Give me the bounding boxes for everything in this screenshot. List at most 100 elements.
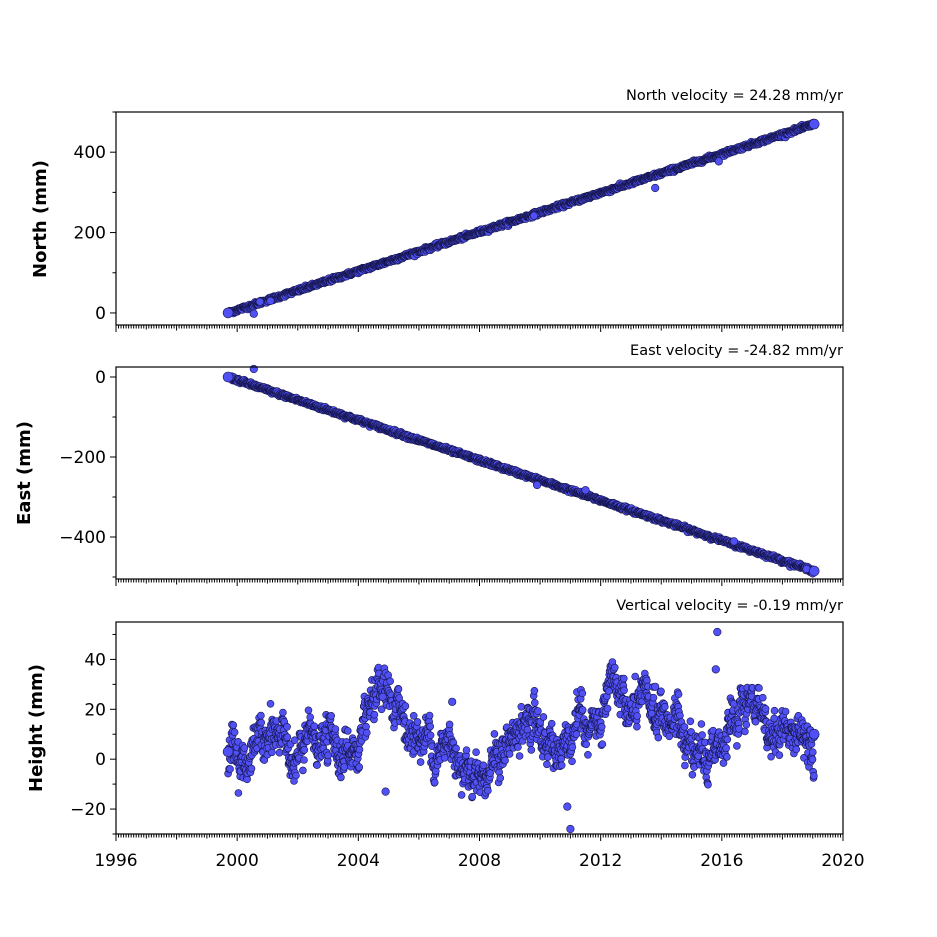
data-point	[515, 752, 524, 760]
data-point	[620, 686, 628, 695]
data-point	[530, 686, 539, 695]
outlier-point	[566, 824, 575, 834]
data-point	[603, 704, 612, 713]
data-point	[722, 744, 731, 752]
data-point	[680, 723, 689, 731]
data-point	[234, 789, 243, 797]
height-points	[222, 627, 820, 834]
data-point	[517, 702, 526, 711]
north-y-axis: 0 200 400	[74, 111, 116, 324]
outlier-point	[378, 692, 387, 701]
endpoint-point	[222, 746, 234, 758]
north-points	[222, 118, 820, 319]
data-point	[445, 720, 454, 729]
data-point	[719, 759, 728, 767]
y-tick-label: 20	[84, 700, 106, 720]
x-tick-label: 2012	[579, 851, 622, 871]
panel-east: East velocity = -24.82 mm/yr East (mm) −…	[14, 343, 844, 586]
data-point	[290, 736, 299, 745]
data-point	[240, 744, 249, 752]
outlier-point	[381, 787, 390, 796]
data-point	[633, 712, 642, 720]
data-point	[472, 748, 480, 757]
data-point	[283, 722, 291, 731]
data-point	[584, 750, 592, 759]
data-point	[810, 772, 818, 780]
data-point	[386, 677, 395, 686]
y-tick-label: 0	[95, 368, 106, 388]
data-point	[324, 751, 332, 760]
data-point	[792, 745, 801, 754]
data-point	[597, 722, 606, 731]
panel-north: North velocity = 24.28 mm/yr North (mm) …	[30, 88, 844, 332]
endpoint-point	[808, 728, 820, 740]
data-point	[486, 769, 495, 777]
data-point	[770, 714, 779, 723]
data-point	[698, 731, 706, 739]
data-point	[268, 748, 276, 757]
y-tick-label: 40	[84, 650, 106, 670]
outlier-point	[711, 665, 720, 674]
data-point	[598, 740, 607, 749]
data-point	[578, 706, 587, 714]
data-point	[808, 755, 817, 764]
data-point	[741, 727, 749, 736]
data-point	[462, 746, 471, 755]
data-point	[660, 702, 669, 711]
data-point	[688, 770, 697, 779]
endpoint-point	[222, 371, 234, 383]
data-point	[496, 774, 505, 782]
data-point	[425, 711, 434, 720]
data-point	[578, 689, 587, 698]
data-point	[568, 743, 577, 752]
data-point	[266, 699, 275, 708]
data-point	[300, 756, 308, 764]
outlier-point	[529, 211, 539, 220]
north-velocity-title: North velocity = 24.28 mm/yr	[626, 88, 843, 104]
endpoint-point	[222, 307, 234, 319]
data-point	[257, 711, 265, 720]
data-point	[781, 707, 790, 716]
outlier-point	[249, 309, 258, 318]
y-tick-label: −400	[59, 528, 106, 548]
y-tick-label: 200	[74, 224, 106, 244]
outlier-point	[255, 297, 265, 306]
outlier-point	[563, 802, 572, 811]
data-point	[758, 693, 767, 702]
data-point	[430, 778, 439, 787]
y-tick-label: −20	[70, 800, 106, 820]
data-point	[547, 719, 556, 728]
data-point	[292, 771, 300, 780]
east-velocity-title: East velocity = -24.82 mm/yr	[630, 343, 843, 359]
data-point	[530, 698, 539, 707]
endpoint-point	[808, 118, 820, 130]
data-point	[619, 674, 628, 683]
data-point	[501, 756, 509, 765]
height-y-axis: −20 0 20 40	[70, 633, 116, 835]
data-point	[633, 722, 641, 731]
data-point	[527, 746, 536, 754]
data-point	[697, 720, 706, 728]
data-point	[539, 713, 548, 721]
data-point	[313, 761, 321, 769]
y-tick-label: 0	[95, 750, 106, 770]
outlier-point	[448, 697, 457, 706]
vertical-velocity-title: Vertical velocity = -0.19 mm/yr	[616, 598, 843, 614]
data-point	[416, 758, 425, 766]
data-point	[490, 730, 499, 738]
data-point	[770, 706, 779, 715]
data-point	[299, 766, 307, 775]
data-point	[355, 745, 364, 754]
data-point	[674, 690, 683, 699]
data-point	[761, 704, 770, 713]
data-point	[654, 733, 663, 742]
data-point	[362, 728, 371, 737]
data-point	[226, 765, 234, 773]
y-tick-label: 400	[74, 143, 106, 163]
data-point	[283, 733, 292, 742]
outlier-point	[532, 480, 542, 490]
data-point	[409, 711, 418, 720]
data-point	[468, 792, 477, 801]
data-point	[413, 718, 422, 726]
